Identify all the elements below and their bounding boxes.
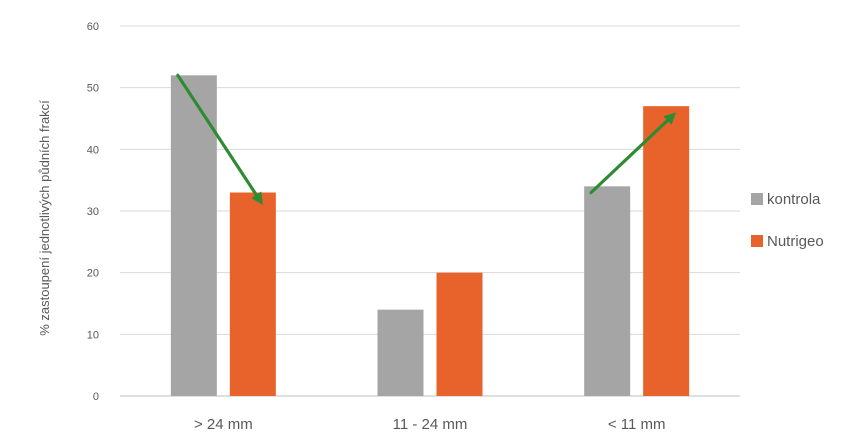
legend-label: Nutrigeo [767,233,824,250]
arrow-shaft [589,118,670,195]
bar-nutrigeo-1 [436,272,483,396]
bar-kontrola-2 [584,186,631,396]
y-tick-label: 40 [87,144,99,156]
trend-arrow-0 [176,73,263,205]
y-axis-title: % zastoupení jednotlivých půdních frakcí [37,100,52,336]
legend-swatch-kontrola [751,193,763,205]
trend-arrows [176,73,677,205]
bar-kontrola-1 [377,309,424,396]
bar-nutrigeo-0 [229,192,276,396]
arrow-head [663,112,677,125]
gridlines [120,25,740,397]
x-category-label: 11 - 24 mm [393,416,468,433]
x-category-label: < 11 mm [608,416,666,433]
arrow-shaft [176,73,258,197]
x-category-label: > 24 mm [194,416,253,433]
y-tick-label: 0 [93,391,99,403]
legend: kontrola Nutrigeo [751,191,824,250]
x-axis-categories: > 24 mm 11 - 24 mm < 11 mm [194,416,666,433]
legend-swatch-nutrigeo [751,235,763,247]
legend-label: kontrola [767,191,821,208]
arrow-head [251,191,263,205]
trend-arrow-1 [589,112,677,195]
y-tick-label: 60 [87,21,99,33]
bar-kontrola-0 [170,75,217,396]
y-axis-ticks: 0 10 20 30 40 50 60 [87,21,99,403]
y-tick-label: 20 [87,268,99,280]
y-tick-label: 30 [87,206,99,218]
y-tick-label: 50 [87,83,99,95]
bars [170,75,690,397]
bar-nutrigeo-2 [643,106,690,397]
y-tick-label: 10 [87,329,99,341]
